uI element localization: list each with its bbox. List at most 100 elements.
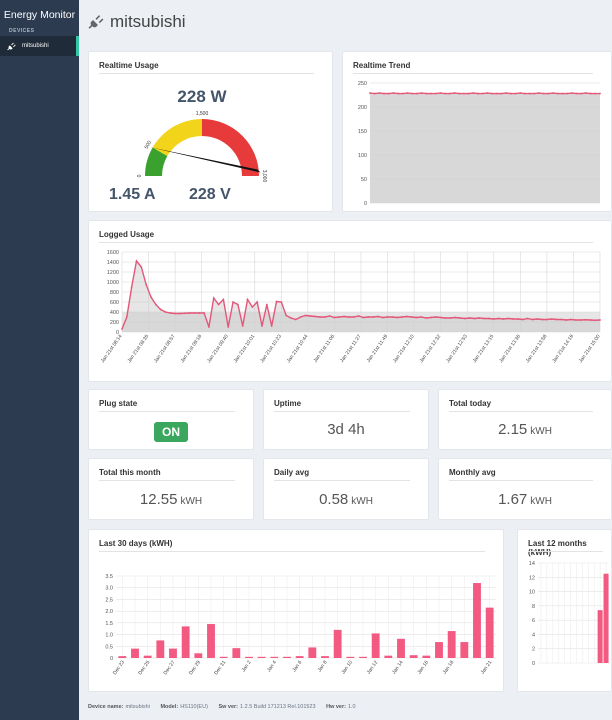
y-tick-label: 0 <box>110 656 113 662</box>
logged-usage-card: Logged Usage 1600 1400 1200 1000 800 600 400 20… <box>88 220 612 382</box>
data-point <box>420 316 423 318</box>
y-tick-label: 200 <box>358 105 367 111</box>
data-point <box>545 318 548 321</box>
y-tick-label: 8 <box>532 604 535 610</box>
y-tick-label: 600 <box>110 300 119 306</box>
data-point <box>541 318 543 321</box>
y-tick-label: 100 <box>358 153 367 159</box>
total-today-card: Total today 2.15 kWH <box>438 389 612 450</box>
monthly-avg-card: Monthly avg 1.67 kWH <box>438 458 612 520</box>
device-info-footer: Device name: mitsubishi Model: HS110(EU) S… <box>88 704 356 710</box>
gauge-needle-shape <box>149 147 261 173</box>
data-point <box>528 92 531 95</box>
x-tick-label: Jan 6 <box>291 660 303 674</box>
data-point <box>550 318 553 320</box>
data-point <box>154 303 157 306</box>
sidebar-item-mitsubishi[interactable]: mitsubishi <box>0 36 79 56</box>
data-point <box>367 316 370 318</box>
y-tick-label: 12 <box>529 575 535 581</box>
data-point <box>584 318 587 321</box>
data-point <box>507 317 510 320</box>
x-tick-label: Jan 21st 13:58 <box>525 334 549 364</box>
y-tick-label: 1400 <box>107 260 119 266</box>
data-point <box>517 318 519 320</box>
data-point <box>314 315 317 318</box>
data-point <box>357 315 360 317</box>
x-tick-label: Jan 21st 15:00 <box>578 334 602 364</box>
x-tick-label: Oct <box>518 663 519 669</box>
x-tick-label: Jan 21st 12:53 <box>445 334 469 364</box>
bar <box>156 640 165 658</box>
app-brand[interactable]: Energy Monitor <box>3 9 76 21</box>
data-point <box>319 316 321 318</box>
device-name-value: mitsubishi <box>125 704 150 710</box>
data-point <box>198 312 201 314</box>
daily-avg-value: 0.58 kWH <box>264 491 428 508</box>
data-point <box>519 92 522 94</box>
sw-version-value: 1.2.5 Build 171213 Rel.101523 <box>240 704 316 710</box>
data-point <box>585 92 587 94</box>
y-tick-label: 400 <box>110 310 119 316</box>
x-tick-label: Jan 8 <box>317 660 329 674</box>
gauge-tick-labels: 0 500 1,500 3,000 <box>137 111 267 182</box>
sidebar-item-label: mitsubishi <box>22 43 49 49</box>
data-point <box>478 317 481 319</box>
plug-state-toggle[interactable]: ON <box>154 422 188 442</box>
bar <box>397 638 405 658</box>
data-point <box>574 319 577 321</box>
card-title: Plug state <box>99 399 138 408</box>
data-point <box>406 92 409 94</box>
data-point <box>285 314 288 317</box>
data-point <box>405 315 408 318</box>
data-point <box>265 303 268 306</box>
x-tick-label: Jan 21st 10:01 <box>233 334 257 364</box>
card-divider <box>274 480 410 481</box>
y-tick-label: 4 <box>532 632 535 638</box>
y-tick-label: 150 <box>358 129 367 135</box>
data-point <box>495 92 498 95</box>
y-tick-label: 1000 <box>107 280 119 286</box>
data-point <box>179 312 181 315</box>
gauge-tick-label: 0 <box>137 174 143 177</box>
gauge-arc-green <box>145 147 168 176</box>
x-tick-label: Jan 21st 10:44 <box>286 334 310 364</box>
plug-icon <box>7 42 16 50</box>
data-point <box>159 308 162 311</box>
card-title: Monthly avg <box>449 468 496 477</box>
x-tick-label: Jan 10 <box>340 660 354 676</box>
data-point <box>580 92 583 95</box>
data-point <box>589 319 592 321</box>
data-point <box>415 316 418 319</box>
data-point <box>521 318 524 321</box>
data-point <box>505 92 508 94</box>
data-point <box>448 92 451 95</box>
data-point <box>222 298 225 301</box>
last-30-days-card: Last 30 days (kWH) 3.5 3.0 2.5 2.0 1.5 1.0 0.5… <box>88 529 504 692</box>
uptime-value: 3d 4h <box>264 421 428 438</box>
data-point <box>343 315 346 318</box>
data-point <box>556 92 559 95</box>
data-point <box>294 318 297 321</box>
data-point <box>241 325 244 327</box>
bar <box>131 648 139 658</box>
y-tick-label: 200 <box>110 320 119 326</box>
x-tick-label: Dec 25 <box>137 660 151 677</box>
gauge-arcs <box>145 119 259 176</box>
nav-header-devices: DEVICES <box>9 28 35 34</box>
x-tick-label: Jan 21st 10:23 <box>259 334 283 364</box>
data-point <box>497 317 500 320</box>
data-point <box>599 92 601 95</box>
data-point <box>387 92 390 95</box>
gauge-needle <box>149 147 261 173</box>
x-tick-label: Jan 21st 11:49 <box>366 334 390 364</box>
bar <box>346 656 355 658</box>
card-title: Uptime <box>274 399 302 408</box>
sidebar: Energy Monitor DEVICES mitsubishi <box>0 0 79 720</box>
data-point <box>481 92 484 95</box>
data-point <box>477 92 479 95</box>
realtime-trend-card: Realtime Trend 250 200 150 100 50 0 <box>342 51 612 212</box>
data-point <box>401 316 403 318</box>
plug-icon <box>88 15 104 29</box>
gauge-current-value: 1.45 A <box>109 186 156 203</box>
